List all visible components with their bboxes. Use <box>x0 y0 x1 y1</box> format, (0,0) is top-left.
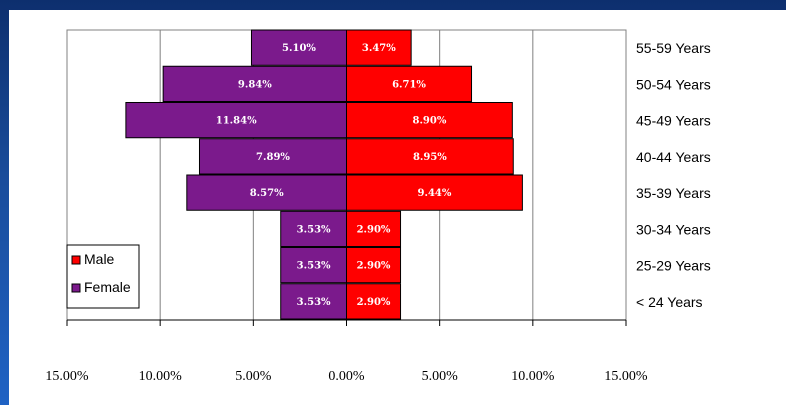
bar-label-male: 8.95% <box>413 152 447 163</box>
bar-female <box>162 65 347 102</box>
bar-male <box>346 29 412 66</box>
category-label: 45-49 Years <box>636 113 711 129</box>
bar-female <box>250 29 347 66</box>
x-tick-label: 5.00% <box>235 369 272 384</box>
category-label: 50-54 Years <box>636 76 711 92</box>
x-tick-label: 10.00% <box>511 369 555 384</box>
bar-label-male: 8.90% <box>412 116 446 127</box>
category-label: < 24 Years <box>636 294 703 310</box>
legend-label: Female <box>84 279 131 295</box>
bar-label-female: 3.53% <box>297 261 331 272</box>
bar-label-female: 5.10% <box>282 43 316 54</box>
bar-male <box>346 247 402 284</box>
legend-swatch <box>71 255 81 265</box>
bar-label-female: 9.84% <box>238 79 272 90</box>
category-label: 35-39 Years <box>636 185 711 201</box>
bar-label-male: 6.71% <box>392 79 426 90</box>
bar-label-female: 11.84% <box>216 116 257 127</box>
bar-label-male: 2.90% <box>357 224 391 235</box>
bar-female <box>280 247 347 284</box>
bar-female <box>198 138 347 175</box>
x-tick-label: 5.00% <box>422 369 459 384</box>
x-tick-label: 0.00% <box>328 369 365 384</box>
bar-label-male: 3.47% <box>362 43 396 54</box>
bar-label-male: 2.90% <box>357 261 391 272</box>
bar-label-female: 3.53% <box>297 224 331 235</box>
bar-male <box>346 102 513 139</box>
bar-label-male: 9.44% <box>418 188 452 199</box>
bar-female <box>186 174 347 211</box>
bar-label-male: 2.90% <box>357 297 391 308</box>
bar-male <box>346 65 473 102</box>
bar-male <box>346 283 402 320</box>
bar-male <box>346 138 514 175</box>
legend-label: Male <box>84 251 115 267</box>
category-label: 25-29 Years <box>636 258 711 274</box>
x-tick-label: 15.00% <box>45 369 89 384</box>
bar-label-female: 8.57% <box>250 188 284 199</box>
bar-male <box>346 174 523 211</box>
bar-label-female: 7.89% <box>256 152 290 163</box>
category-label: 30-34 Years <box>636 221 711 237</box>
category-label: 40-44 Years <box>636 149 711 165</box>
category-label: 55-59 Years <box>636 40 711 56</box>
x-tick-label: 15.00% <box>604 369 648 384</box>
legend-swatch <box>71 283 81 293</box>
bar-female <box>125 102 347 139</box>
bar-male <box>346 210 402 247</box>
x-tick-label: 10.00% <box>139 369 183 384</box>
bar-label-female: 3.53% <box>297 297 331 308</box>
